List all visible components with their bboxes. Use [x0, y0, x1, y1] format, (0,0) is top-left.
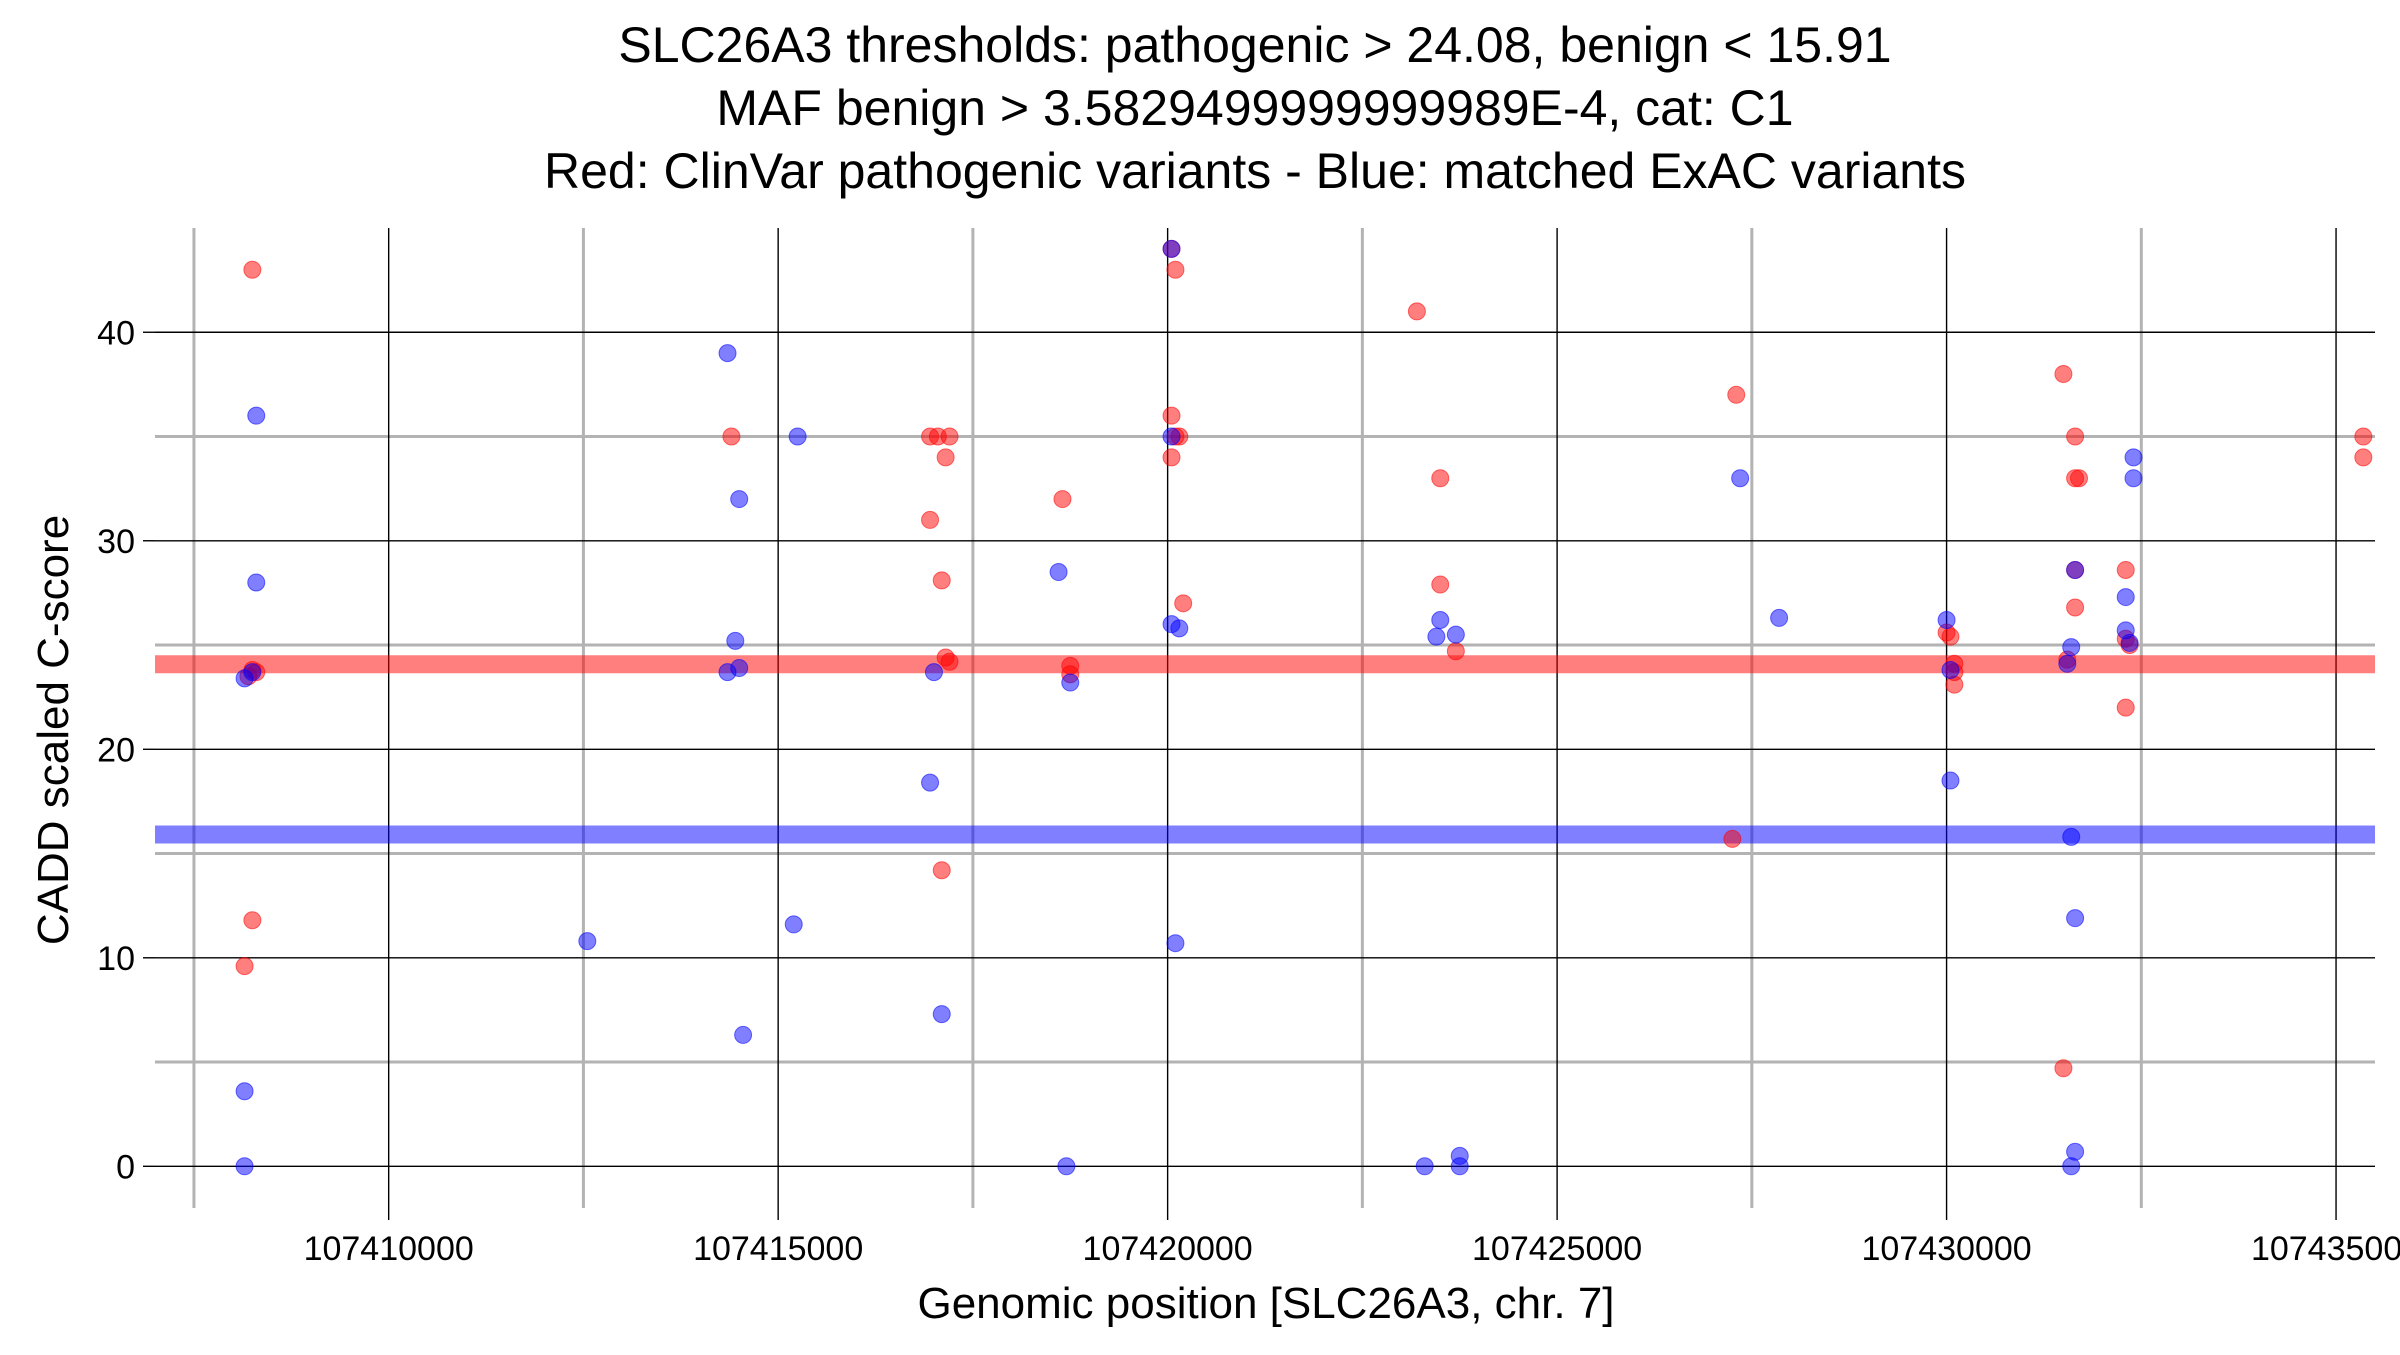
data-point	[2058, 654, 2077, 673]
data-point	[921, 510, 940, 529]
data-point	[2354, 427, 2373, 446]
x-tick-label: 107425000	[1472, 1230, 1642, 1268]
data-points	[235, 239, 2373, 1176]
y-tick-label: 10	[97, 940, 135, 978]
y-axis-label: CADD scaled C-score	[29, 515, 78, 945]
data-point	[726, 631, 745, 650]
chart-title-line-1: SLC26A3 thresholds: pathogenic > 24.08, …	[618, 17, 1891, 73]
major-grid	[155, 228, 2375, 1208]
data-point	[788, 427, 807, 446]
data-point	[1057, 1157, 1076, 1176]
data-point	[1162, 427, 1181, 446]
data-point	[921, 773, 940, 792]
data-point	[1174, 594, 1193, 613]
data-point	[2062, 1157, 2081, 1176]
data-point	[1431, 611, 1450, 629]
data-point	[1941, 627, 1960, 646]
data-point	[1053, 490, 1072, 509]
data-point	[1061, 673, 1080, 692]
data-point	[243, 911, 262, 930]
data-point	[1723, 829, 1742, 848]
threshold-lines	[155, 655, 2375, 844]
data-point	[1941, 661, 1960, 680]
data-point	[243, 260, 262, 279]
data-point	[2116, 560, 2135, 579]
x-axis-label: Genomic position [SLC26A3, chr. 7]	[917, 1279, 1614, 1328]
y-tick-label: 40	[97, 314, 135, 352]
data-point	[1166, 934, 1185, 953]
data-point	[2116, 588, 2135, 607]
data-point	[1049, 563, 1068, 582]
data-point	[1937, 611, 1956, 629]
data-point	[1407, 302, 1426, 321]
data-point	[2062, 638, 2081, 657]
data-point	[578, 932, 597, 951]
data-point	[2066, 560, 2085, 579]
data-point	[1727, 385, 1746, 404]
x-tick-label: 107415000	[693, 1230, 863, 1268]
y-tick-label: 0	[116, 1148, 135, 1186]
data-point	[1431, 469, 1450, 488]
x-axis: 107410000 107415000 107420000 107425000 1074…	[304, 1208, 2400, 1268]
data-point	[235, 1082, 254, 1101]
data-point	[784, 915, 803, 934]
chart-title-line-3: Red: ClinVar pathogenic variants - Blue:…	[544, 143, 1966, 199]
data-point	[1431, 575, 1450, 594]
data-point	[2066, 909, 2085, 928]
data-point	[734, 1025, 753, 1044]
data-point	[2124, 448, 2143, 467]
x-tick-label: 107430000	[1861, 1230, 2031, 1268]
data-point	[722, 427, 741, 446]
data-point	[718, 344, 737, 363]
data-point	[235, 957, 254, 976]
data-point	[2070, 469, 2088, 488]
data-point	[1941, 771, 1960, 790]
x-tick-label: 107420000	[1083, 1230, 1253, 1268]
data-point	[940, 652, 959, 671]
chart-title-line-2: MAF benign > 3.5829499999999989E-4, cat:…	[716, 80, 1793, 136]
x-tick-label: 107410000	[304, 1230, 474, 1268]
data-point	[1446, 642, 1465, 661]
data-point	[2062, 827, 2081, 846]
data-point	[2124, 469, 2143, 488]
data-point	[247, 406, 266, 425]
data-point	[940, 427, 959, 446]
y-axis: 0 10 20 30 40	[97, 314, 155, 1186]
data-point	[2054, 1059, 2073, 1078]
data-point	[1415, 1157, 1434, 1176]
data-point	[1731, 469, 1750, 488]
data-point	[1450, 1157, 1469, 1176]
data-point	[2066, 427, 2085, 446]
data-point	[243, 663, 262, 682]
data-point	[2054, 364, 2073, 383]
data-point	[2120, 633, 2139, 652]
data-point	[924, 663, 943, 682]
data-point	[1427, 627, 1446, 646]
data-point	[2066, 598, 2085, 617]
data-point	[235, 1157, 254, 1176]
data-point	[1162, 448, 1181, 467]
data-point	[730, 490, 749, 509]
data-point	[2354, 448, 2373, 467]
y-tick-label: 30	[97, 523, 135, 561]
data-point	[730, 658, 749, 677]
data-point	[2116, 698, 2135, 717]
data-point	[936, 448, 955, 467]
y-tick-label: 20	[97, 731, 135, 769]
data-point	[1166, 260, 1185, 279]
data-point	[932, 1005, 951, 1024]
chart-title: SLC26A3 thresholds: pathogenic > 24.08, …	[544, 17, 1966, 199]
data-point	[932, 861, 951, 880]
data-point	[1770, 608, 1789, 627]
data-point	[247, 573, 266, 592]
data-point	[1446, 625, 1465, 644]
data-point	[932, 571, 951, 590]
data-point	[1162, 406, 1181, 425]
data-point	[1162, 239, 1181, 258]
data-point	[1170, 619, 1189, 638]
minor-grid	[155, 228, 2375, 1208]
